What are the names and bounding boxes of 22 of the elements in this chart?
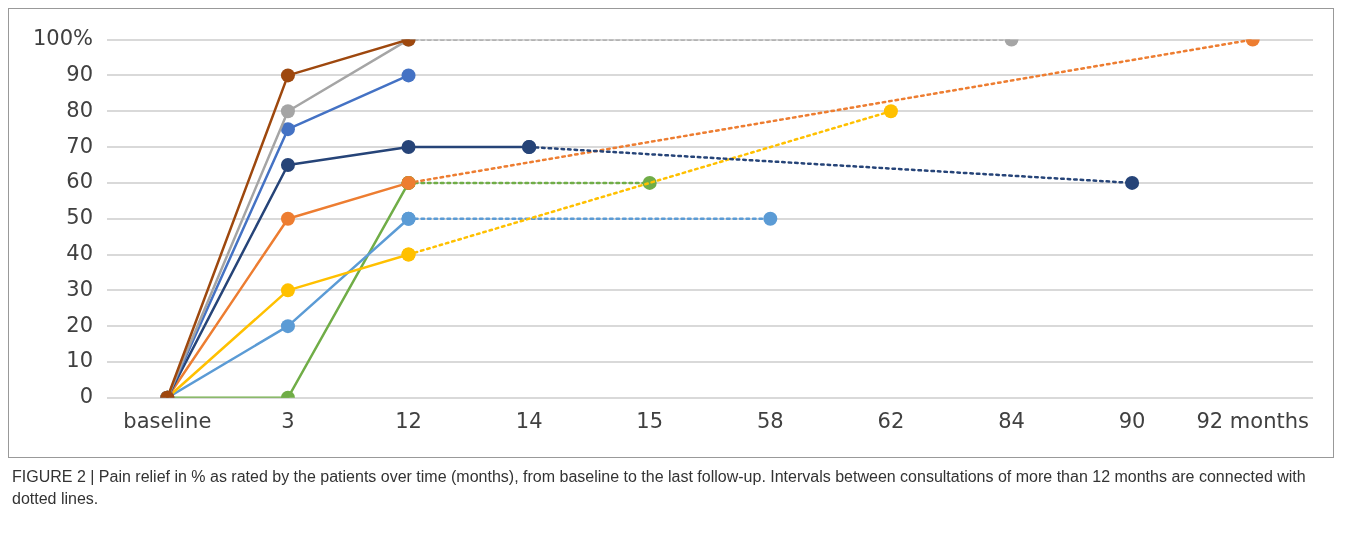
- y-tick-label: 40: [66, 240, 94, 265]
- x-tick-label: 3: [281, 408, 295, 433]
- x-tick-label: 14: [515, 408, 543, 433]
- x-tick-label: 92 months: [1196, 408, 1309, 433]
- x-tick-label: 90: [1118, 408, 1146, 433]
- y-tick-label: 90: [66, 61, 94, 86]
- x-tick-label: 84: [998, 408, 1025, 433]
- x-tick-label: 62: [877, 408, 905, 433]
- y-tick-label: 0: [79, 384, 94, 409]
- caption: FIGURE 2 | Pain relief in % as rated by the patients over time (months), from baseline to the last follow-up. Intervals between consultations of more than 12 months are connected with dotted lines.: [11, 467, 1307, 509]
- x-tick-label: 12: [395, 408, 422, 433]
- x-tick-label: 58: [756, 408, 784, 433]
- y-tick-label: 30: [66, 276, 94, 301]
- y-tick-label: 60: [66, 169, 94, 194]
- y-tick-label: 80: [66, 97, 94, 122]
- x-tick-label: baseline: [123, 408, 212, 433]
- y-tick-label: 50: [66, 205, 94, 230]
- y-tick-label: 100%: [32, 26, 94, 51]
- y-tick-label: 10: [66, 348, 94, 373]
- x-tick-label: 15: [636, 408, 664, 433]
- y-tick-label: 20: [66, 312, 94, 337]
- y-tick-label: 70: [66, 133, 94, 158]
